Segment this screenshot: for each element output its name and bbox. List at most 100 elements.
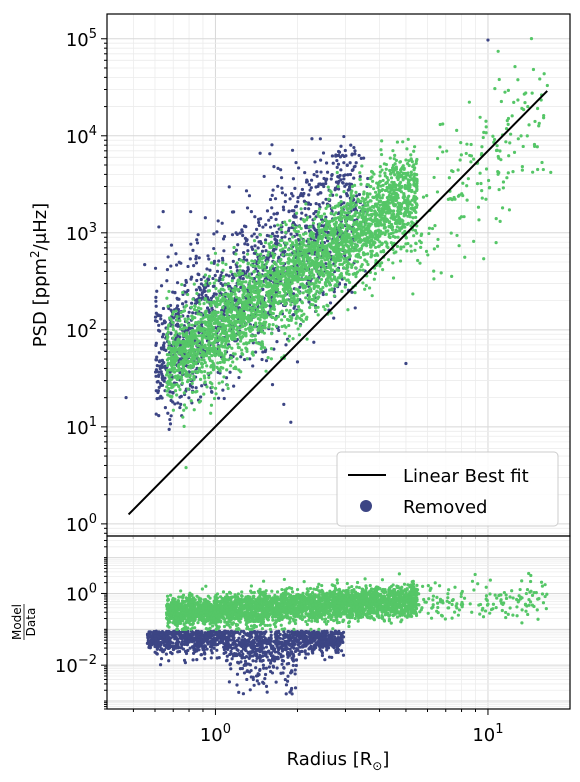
- kept-point: [506, 171, 510, 175]
- kept-point: [421, 195, 426, 199]
- removed-point: [307, 183, 311, 187]
- kept-point: [271, 311, 275, 316]
- kept-point: [258, 256, 262, 260]
- kept-point: [380, 216, 384, 220]
- kept-point: [241, 352, 245, 357]
- kept-point: [406, 204, 410, 208]
- removed-point: [325, 170, 330, 174]
- removed-point: [336, 149, 341, 154]
- removed-point: [282, 208, 286, 212]
- kept-point: [395, 221, 399, 226]
- kept-point: [463, 255, 467, 259]
- kept-point: [368, 185, 372, 189]
- kept-point: [241, 300, 245, 304]
- kept-point: [260, 342, 265, 346]
- removed-point: [264, 359, 269, 363]
- kept-point: [231, 314, 236, 318]
- kept-point: [253, 306, 257, 310]
- kept-point: [215, 310, 220, 315]
- kept-point: [315, 289, 319, 293]
- kept-point: [226, 386, 230, 391]
- kept-point: [408, 200, 412, 204]
- removed-point: [296, 200, 300, 204]
- kept-point: [346, 245, 351, 249]
- kept-point: [169, 373, 173, 377]
- removed-point: [332, 316, 336, 320]
- kept-point: [236, 287, 241, 292]
- removed-point: [336, 162, 341, 166]
- kept-point: [207, 289, 211, 293]
- kept-point: [365, 212, 369, 216]
- removed-point: [168, 417, 172, 422]
- kept-point: [244, 327, 248, 331]
- kept-point: [263, 310, 267, 314]
- kept-point: [380, 168, 384, 172]
- removed-point: [234, 248, 239, 252]
- removed-point: [244, 239, 249, 243]
- kept-point: [427, 231, 431, 236]
- kept-point: [391, 276, 396, 280]
- kept-point: [335, 241, 339, 245]
- kept-point: [257, 277, 261, 281]
- removed-point: [357, 153, 361, 158]
- kept-point: [409, 244, 413, 248]
- kept-point: [406, 214, 410, 218]
- kept-point: [389, 172, 393, 176]
- kept-point: [274, 245, 278, 249]
- kept-point: [201, 316, 205, 320]
- removed-point: [230, 233, 235, 237]
- kept-point: [409, 170, 413, 174]
- removed-point: [287, 226, 291, 230]
- kept-point: [227, 324, 231, 328]
- kept-point: [395, 140, 400, 144]
- kept-point: [481, 135, 485, 140]
- kept-point: [538, 77, 542, 81]
- kept-point: [231, 300, 235, 304]
- removed-point: [269, 215, 273, 220]
- kept-point: [294, 271, 298, 275]
- kept-point: [390, 225, 395, 229]
- kept-point: [250, 339, 255, 343]
- removed-point: [160, 372, 164, 376]
- removed-point: [190, 385, 195, 389]
- kept-point: [264, 262, 268, 266]
- kept-point: [320, 229, 324, 233]
- kept-point: [404, 158, 408, 162]
- removed-point: [232, 210, 236, 214]
- kept-point: [255, 307, 260, 311]
- kept-point: [399, 207, 403, 211]
- removed-point: [160, 358, 164, 362]
- kept-point: [520, 164, 524, 169]
- kept-point: [222, 275, 226, 279]
- removed-point: [153, 266, 158, 270]
- kept-point: [233, 352, 237, 356]
- kept-point: [480, 151, 484, 156]
- kept-point: [245, 357, 249, 361]
- removed-point: [212, 284, 216, 288]
- kept-point: [294, 317, 298, 321]
- kept-point: [278, 248, 283, 252]
- removed-point: [178, 405, 182, 410]
- kept-point: [383, 171, 387, 175]
- removed-point: [283, 249, 287, 254]
- kept-point: [165, 371, 170, 375]
- kept-point: [342, 260, 346, 265]
- kept-point: [320, 240, 324, 244]
- kept-point: [308, 272, 312, 276]
- kept-point: [272, 305, 276, 309]
- removed-point: [173, 290, 177, 295]
- kept-point: [203, 343, 207, 347]
- removed-point: [244, 189, 249, 193]
- kept-point: [189, 305, 194, 309]
- kept-point: [438, 145, 442, 149]
- kept-point: [450, 274, 454, 279]
- removed-point: [293, 186, 297, 190]
- kept-point: [361, 281, 365, 285]
- kept-point: [224, 262, 228, 266]
- removed-point: [298, 194, 302, 198]
- kept-point: [364, 239, 368, 243]
- removed-point: [191, 311, 195, 315]
- removed-point: [153, 315, 158, 319]
- kept-point: [293, 299, 298, 303]
- kept-point: [523, 101, 527, 105]
